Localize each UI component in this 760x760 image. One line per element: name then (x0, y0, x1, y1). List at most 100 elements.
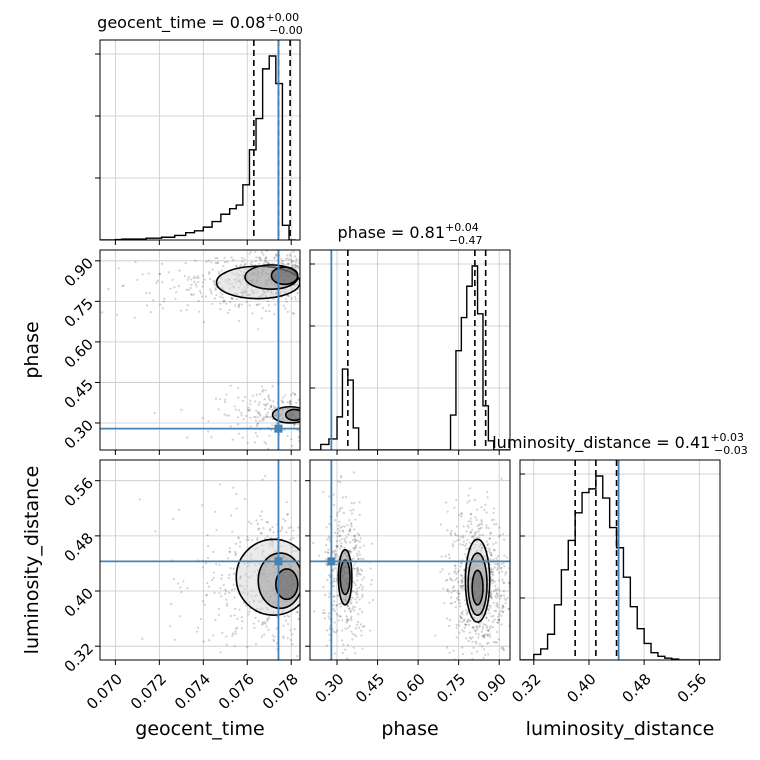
sample-point (220, 595, 223, 598)
sample-point (473, 498, 476, 502)
sample-point (262, 526, 265, 530)
sample-point (282, 262, 285, 266)
truth-marker (274, 424, 283, 433)
sample-point (497, 615, 500, 618)
sample-point (357, 613, 360, 616)
sample-point (256, 303, 259, 307)
sample-point (303, 579, 305, 581)
sample-point (328, 281, 330, 283)
sample-point (311, 311, 313, 313)
sample-point (325, 285, 327, 287)
sample-point (245, 538, 248, 541)
sample-point (61, 308, 63, 310)
sample-point (167, 271, 170, 274)
sample-point (286, 434, 289, 437)
sample-point (349, 424, 351, 426)
sample-point (497, 571, 500, 574)
sample-point (471, 636, 474, 639)
sample-point (258, 401, 261, 404)
sample-point (357, 281, 359, 283)
sample-point (338, 520, 341, 523)
sample-point (324, 568, 326, 570)
sample-point (247, 409, 251, 412)
sample-point (493, 609, 496, 612)
sample-point (307, 285, 309, 287)
sample-point (345, 430, 347, 432)
sample-point (478, 624, 481, 627)
sample-point (359, 583, 363, 586)
sample-point (301, 285, 303, 287)
sample-point (223, 299, 226, 302)
sample-point (339, 602, 342, 605)
sample-point (241, 260, 244, 263)
sample-point (370, 533, 372, 535)
sample-point (474, 632, 478, 635)
sample-point (302, 414, 304, 416)
sample-point (293, 255, 296, 258)
sample-point (313, 412, 315, 414)
sample-point (221, 631, 224, 634)
sample-point (465, 623, 468, 627)
sample-point (263, 441, 266, 444)
sample-point (267, 662, 269, 664)
sample-point (458, 624, 461, 627)
sample-point (353, 609, 356, 612)
sample-point (305, 563, 307, 565)
sample-point (326, 285, 328, 287)
sample-point (481, 634, 484, 638)
sample-point (477, 527, 480, 530)
sample-point (469, 520, 472, 523)
sample-point (232, 567, 235, 570)
sample-point (489, 532, 492, 535)
sample-point (467, 526, 470, 529)
sample-point (333, 275, 335, 277)
sample-point (485, 616, 488, 620)
sample-point (469, 670, 471, 672)
sample-point (234, 607, 237, 610)
sample-point (305, 295, 307, 297)
sample-point (343, 286, 345, 288)
sample-point (460, 579, 463, 582)
sample-point (498, 589, 501, 592)
sample-point (485, 540, 488, 543)
sample-point (314, 426, 316, 428)
sample-point (234, 632, 237, 636)
sample-point (339, 283, 341, 285)
sample-point (471, 657, 474, 660)
sample-point (282, 517, 285, 521)
sample-point (320, 533, 322, 535)
sample-point (312, 603, 314, 605)
sample-point (365, 533, 367, 535)
sample-point (319, 408, 321, 410)
sample-point (328, 633, 331, 636)
sample-point (264, 259, 267, 263)
sample-point (311, 555, 313, 557)
contour-level (339, 559, 351, 596)
panel-title-phase: phase = 0.81+0.04 −0.47 (338, 221, 483, 247)
sample-point (277, 671, 279, 673)
y-tick-label: 0.30 (61, 416, 97, 452)
sample-point (453, 540, 456, 543)
sample-point (336, 514, 339, 517)
sample-point (378, 398, 380, 400)
sample-point (207, 585, 210, 588)
sample-point (297, 267, 300, 270)
sample-point (325, 548, 327, 550)
sample-point (246, 535, 249, 539)
sample-point (363, 625, 366, 628)
sample-point (301, 276, 303, 278)
sample-point (248, 402, 252, 406)
sample-point (186, 303, 189, 307)
sample-point (226, 557, 230, 560)
contour-level (275, 568, 299, 601)
sample-point (356, 539, 359, 542)
sample-point (332, 579, 335, 583)
sample-point (281, 401, 285, 404)
sample-point (272, 638, 275, 641)
sample-point (321, 271, 323, 273)
sample-point (231, 530, 234, 533)
sample-point (296, 610, 299, 614)
sample-point (403, 291, 405, 293)
sample-point (231, 632, 235, 635)
sample-point (237, 535, 240, 539)
